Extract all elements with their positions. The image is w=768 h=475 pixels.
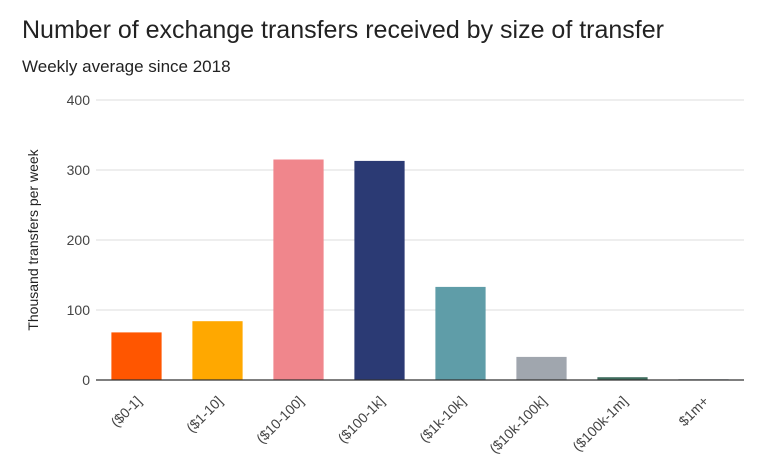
x-tick-label: ($1k-10k] xyxy=(416,393,469,446)
x-tick-label: ($100k-1m] xyxy=(569,393,630,454)
bar-1 xyxy=(111,332,162,380)
x-tick-label: ($100-1k] xyxy=(334,393,387,446)
chart-subtitle: Weekly average since 2018 xyxy=(22,57,231,76)
x-tick-label: $1m+ xyxy=(675,393,711,429)
chart-title: Number of exchange transfers received by… xyxy=(22,16,664,44)
y-tick-label: 0 xyxy=(82,372,90,388)
bar-5 xyxy=(435,286,486,380)
x-tick-label: ($0-1] xyxy=(107,393,144,430)
y-tick-label: 100 xyxy=(67,302,91,318)
y-tick-label: 200 xyxy=(67,232,91,248)
bar-3 xyxy=(273,159,324,380)
x-tick-label: ($1-10] xyxy=(183,393,226,436)
bar-6 xyxy=(516,356,567,380)
bar-7 xyxy=(597,377,648,380)
x-tick-label: ($10-100] xyxy=(253,393,307,447)
x-tick-label: ($10k-100k] xyxy=(486,393,550,457)
y-tick-label: 400 xyxy=(67,92,91,108)
bar-2 xyxy=(192,321,243,380)
y-tick-label: 300 xyxy=(67,162,91,178)
bar-4 xyxy=(354,160,405,380)
y-axis-label: Thousand transfers per week xyxy=(25,148,41,330)
